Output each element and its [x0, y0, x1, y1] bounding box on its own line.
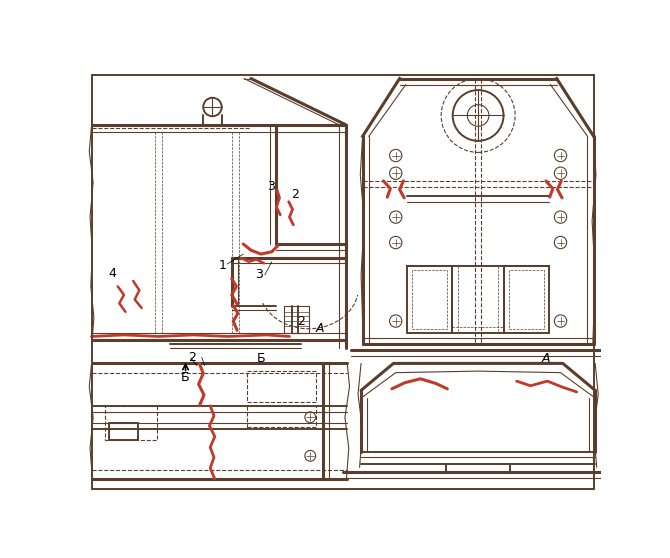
- Text: 1: 1: [218, 259, 226, 272]
- Bar: [509, 270, 544, 329]
- Bar: [105, 406, 157, 440]
- Text: А: А: [541, 352, 550, 364]
- Bar: [247, 371, 316, 402]
- Bar: [412, 270, 448, 329]
- Text: Б: Б: [181, 371, 190, 384]
- Text: 3: 3: [267, 180, 275, 193]
- Text: 2: 2: [297, 315, 305, 328]
- Bar: [109, 423, 138, 440]
- Bar: [505, 266, 549, 333]
- Bar: [247, 406, 316, 427]
- Text: 4: 4: [109, 267, 117, 280]
- Bar: [407, 266, 452, 333]
- Text: 3: 3: [255, 268, 263, 281]
- Bar: [446, 464, 511, 472]
- Text: 2: 2: [188, 351, 196, 364]
- Text: 2: 2: [291, 187, 299, 200]
- Text: А: А: [316, 323, 324, 335]
- Text: Б: Б: [257, 352, 265, 364]
